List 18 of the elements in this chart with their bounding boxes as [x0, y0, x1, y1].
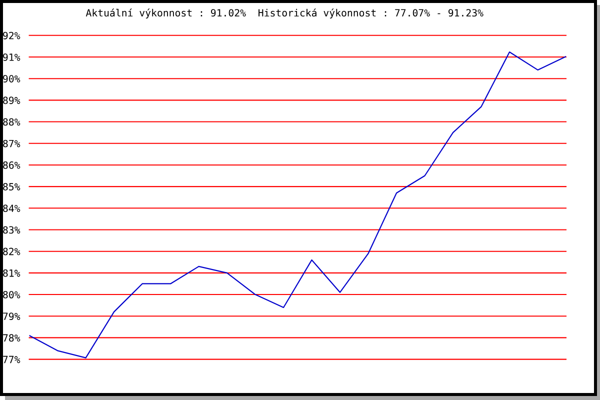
chart-title: Aktuální výkonnost : 91.02% Historická výkonnost : 77.07% - 91.23%: [86, 8, 484, 18]
y-tick-label: 90%: [3, 75, 20, 82]
y-tick-label: 77%: [3, 356, 20, 364]
y-tick-label: 87%: [3, 140, 20, 148]
y-tick-label: 86%: [3, 161, 20, 169]
y-tick-label: 89%: [3, 96, 20, 104]
y-tick-label: 85%: [3, 183, 20, 190]
y-tick-label: 92%: [3, 32, 20, 40]
line-series: [29, 51, 566, 358]
y-tick-label: 88%: [3, 118, 20, 126]
y-tick-label: 82%: [3, 248, 20, 256]
y-tick-label: 80%: [3, 290, 20, 298]
y-tick-label: 79%: [3, 312, 20, 320]
y-tick-label: 78%: [3, 334, 20, 342]
y-tick-label: 84%: [3, 204, 20, 212]
y-tick-label: 91%: [3, 53, 20, 61]
y-tick-label: 81%: [3, 269, 20, 277]
y-tick-label: 83%: [3, 226, 20, 234]
